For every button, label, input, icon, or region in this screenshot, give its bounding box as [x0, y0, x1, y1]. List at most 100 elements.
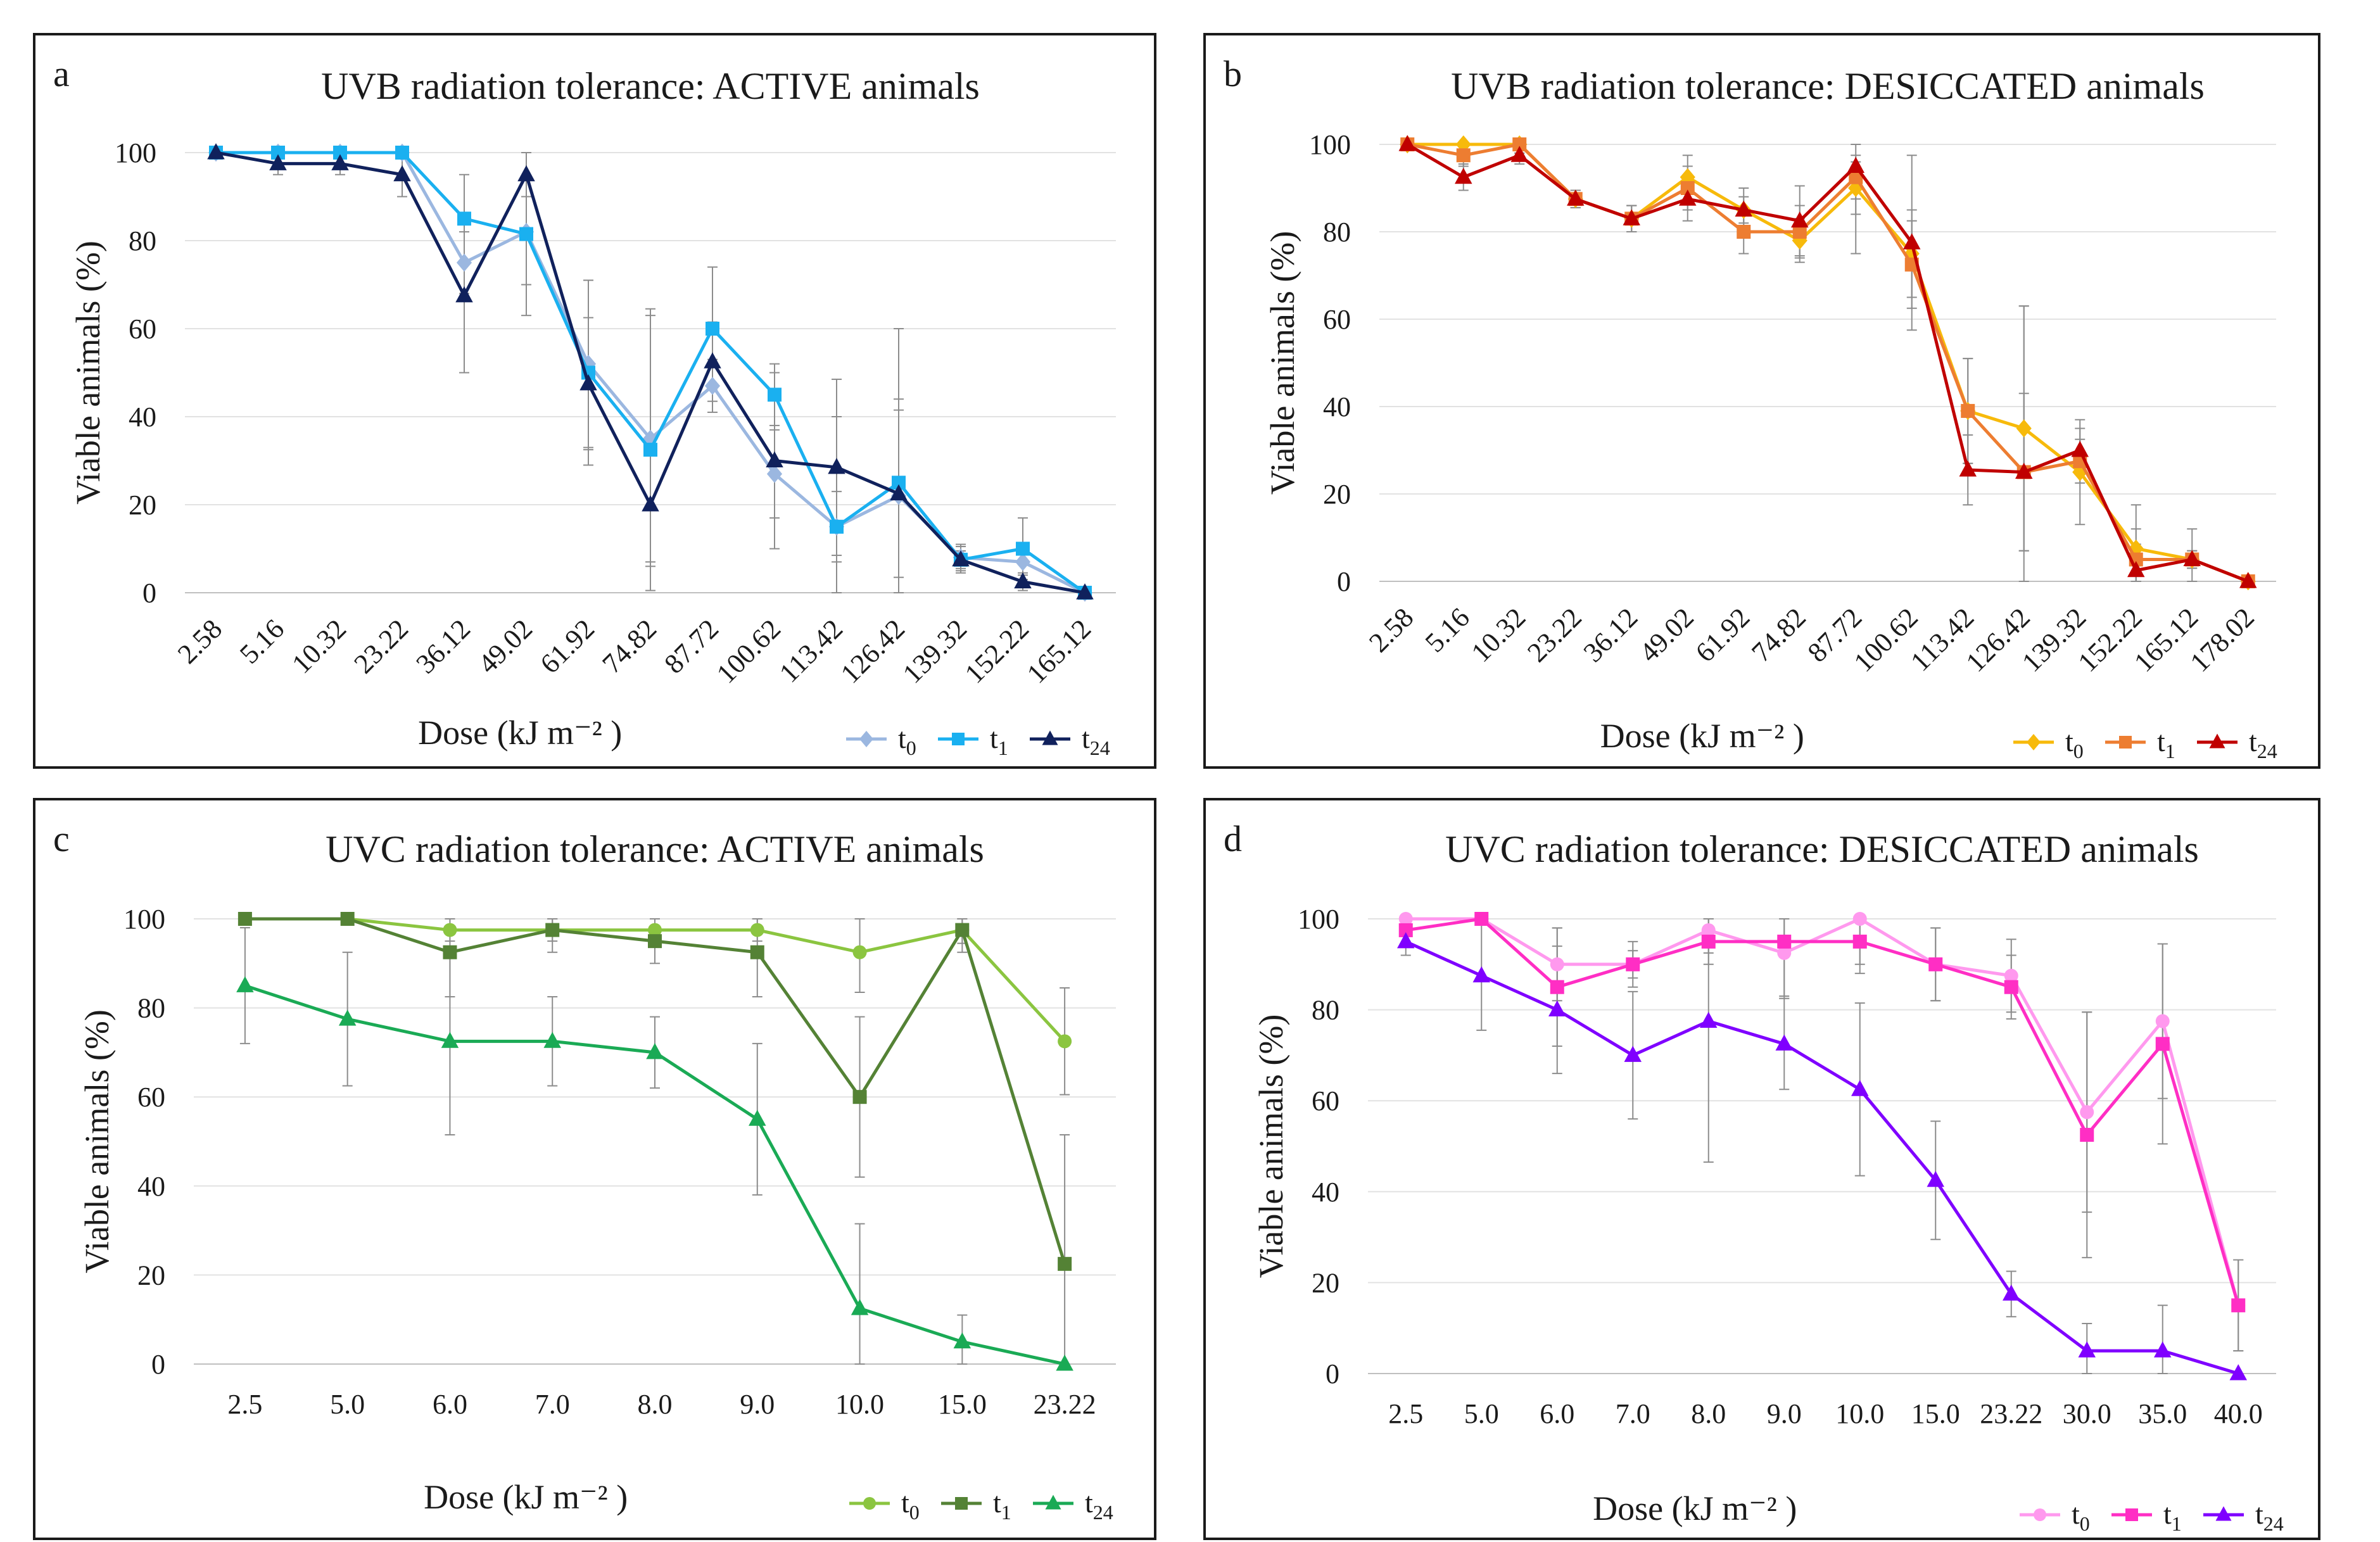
point-t24 [331, 154, 349, 170]
x-tick-label: 10.32 [1465, 602, 1532, 668]
legend-label-t24: t24 [1082, 722, 1110, 759]
legend-label-t0: t0 [2065, 725, 2084, 762]
point-t0 [766, 465, 783, 483]
legend-marker-t1 [955, 1497, 968, 1510]
legend-marker-t0 [859, 731, 873, 747]
point-t24 [1472, 966, 1490, 983]
chart-title: UVB radiation tolerance: ACTIVE animals [321, 65, 980, 107]
y-tick-label: 0 [1337, 566, 1351, 597]
x-tick-label: 74.82 [596, 613, 662, 679]
point-t0 [1398, 912, 1413, 926]
x-tick-label: 139.32 [897, 613, 973, 689]
legend-marker-t24 [1045, 1495, 1061, 1510]
series-line-t0 [1405, 917, 2240, 1306]
point-t1 [237, 912, 252, 926]
point-t0 [1680, 168, 1695, 187]
point-t1 [333, 146, 347, 160]
legend-marker-t1 [2119, 736, 2132, 749]
y-tick-label: 0 [151, 1349, 165, 1380]
point-t1 [340, 912, 355, 926]
point-t24 [1014, 572, 1032, 589]
point-t24 [2154, 1341, 2172, 1358]
point-t24 [1735, 200, 1752, 217]
point-t1 [706, 322, 719, 336]
x-tick-label: 30.0 [2063, 1398, 2111, 1429]
y-tick-label: 20 [1312, 1267, 1339, 1298]
y-tick-label: 40 [1312, 1177, 1339, 1208]
x-tick-label: 23.22 [348, 613, 414, 679]
point-t24 [2239, 572, 2257, 588]
point-t1 [955, 923, 970, 937]
point-t24 [828, 458, 845, 474]
point-t0 [2080, 1105, 2094, 1120]
point-t1 [1626, 957, 1640, 971]
point-t1 [519, 227, 533, 241]
x-tick-label: 5.16 [234, 613, 290, 669]
series-line-t24 [1406, 142, 2249, 583]
y-tick-label: 80 [1323, 217, 1351, 248]
chart-panel-d: d UVC radiation tolerance: DESICCATED ani… [1224, 818, 2284, 1535]
x-tick-label: 5.16 [1419, 602, 1476, 658]
x-tick-label: 49.02 [1633, 602, 1700, 668]
point-t1 [2155, 1037, 2170, 1051]
x-tick-label: 10.0 [1835, 1398, 1884, 1429]
point-t24 [1567, 189, 1585, 206]
series-line-t0 [1407, 142, 2249, 583]
point-t24 [1455, 167, 1472, 184]
x-tick-label: 61.92 [534, 613, 600, 679]
point-t1 [1456, 148, 1471, 163]
point-t24 [2229, 1364, 2247, 1381]
x-tick-label: 6.0 [433, 1389, 467, 1420]
point-t0 [443, 923, 457, 937]
point-t24 [236, 976, 254, 992]
legend-marker-t24 [2209, 733, 2225, 749]
point-t1 [1058, 1256, 1072, 1271]
point-t24 [517, 165, 535, 182]
point-t1 [2080, 1128, 2094, 1142]
x-tick-label: 2.5 [1388, 1398, 1423, 1429]
x-tick-label: 126.42 [1960, 602, 2036, 678]
point-t24 [1623, 209, 1640, 225]
series-line-t1 [244, 917, 1067, 1265]
x-tick-label: 36.12 [1578, 602, 1644, 668]
y-tick-label: 60 [1312, 1085, 1339, 1116]
y-tick-label: 40 [129, 401, 156, 433]
legend-label-t0: t0 [901, 1486, 920, 1524]
x-tick-label: 74.82 [1745, 602, 1812, 668]
point-t24 [766, 451, 783, 467]
point-t24 [642, 495, 659, 512]
point-t0 [2072, 463, 2088, 481]
chart-title: UVC radiation tolerance: ACTIVE animals [326, 828, 984, 870]
y-tick-label: 20 [137, 1260, 165, 1291]
point-t1 [892, 476, 906, 490]
point-t1 [1852, 934, 1867, 949]
point-t1 [1928, 957, 1943, 971]
x-tick-label: 7.0 [1616, 1398, 1650, 1429]
point-t1 [1680, 181, 1695, 195]
point-t24 [1510, 146, 1528, 162]
panel-d: d UVC radiation tolerance: DESICCATED ani… [1203, 798, 2320, 1540]
x-tick-label: 2.58 [1363, 602, 1419, 658]
legend-label-t1: t1 [2163, 1498, 2182, 1535]
panel-letter: b [1224, 53, 1242, 94]
x-tick-label: 8.0 [1691, 1398, 1726, 1429]
point-t0 [1550, 957, 1564, 971]
point-t1 [1849, 170, 1863, 184]
x-axis-title: Dose (kJ m⁻² ) [418, 714, 622, 752]
point-t1 [852, 1090, 867, 1104]
point-t1 [643, 443, 657, 457]
y-tick-label: 40 [1323, 391, 1351, 422]
x-tick-label: 2.58 [172, 613, 228, 669]
point-t24 [441, 1032, 459, 1048]
point-t0 [1777, 945, 1792, 960]
point-t0 [642, 429, 659, 448]
point-t24 [1851, 1080, 1869, 1096]
x-tick-label: 15.0 [938, 1389, 987, 1420]
point-t1 [830, 519, 844, 534]
point-t24 [269, 154, 287, 170]
point-t1 [1701, 934, 1716, 949]
point-t1 [395, 146, 409, 160]
legend-marker-t0 [2034, 1508, 2046, 1521]
chart-title: UVC radiation tolerance: DESICCATED anim… [1445, 828, 2199, 870]
point-t0 [704, 377, 721, 395]
